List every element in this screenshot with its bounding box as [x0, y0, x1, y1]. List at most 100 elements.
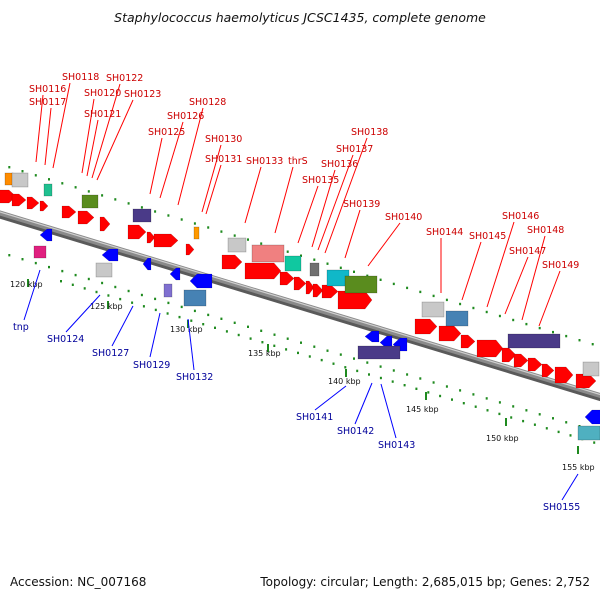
forward-leader-line [311, 169, 336, 248]
accession-text: Accession: NC_007168 [10, 575, 146, 589]
tick-dot [127, 202, 130, 205]
tick-dot [445, 385, 448, 388]
tick-dot [415, 387, 418, 390]
tick-dot [21, 170, 24, 173]
tick-dot [233, 234, 236, 237]
forward-leader-line [35, 94, 44, 163]
tick-dot [498, 314, 501, 318]
forward-feature-block [309, 262, 320, 277]
reverse-gene-arrow [101, 248, 119, 262]
tick-dot [557, 430, 560, 434]
forward-gene-label: SH0128 [189, 97, 226, 108]
forward-feature-block [193, 226, 200, 240]
forward-feature-block [11, 172, 29, 188]
tick-dot [273, 333, 276, 336]
tick-dot [249, 337, 252, 340]
genome-backbone [0, 210, 600, 402]
tick-dot [379, 365, 382, 368]
tick-dot [419, 377, 422, 380]
tick-dot [207, 313, 210, 317]
forward-leader-line [52, 82, 71, 169]
tick-dot [220, 317, 223, 320]
tick-dot [154, 210, 157, 213]
tick-dot [237, 333, 240, 337]
tick-dot [392, 282, 395, 286]
tick-dot [247, 238, 249, 241]
forward-gene-arrow [185, 243, 195, 256]
forward-gene-arrow [321, 284, 339, 299]
forward-feature-block [582, 361, 600, 377]
tick-dot [87, 190, 90, 193]
forward-gene-arrow [26, 196, 40, 210]
tick-dot [459, 389, 462, 392]
forward-gene-arrow [554, 366, 574, 384]
forward-leader-line [297, 185, 319, 244]
forward-feature-block [43, 183, 53, 197]
tick-dot [286, 250, 289, 253]
tick-dot [285, 348, 288, 351]
tick-marks: 120 kbp 125 kbp 130 kbp 135 kbp 140 kbp 145 k… [8, 166, 596, 472]
tick-dot [214, 326, 216, 329]
forward-gene-label: thrS [288, 156, 308, 167]
forward-gene-label: SH0126 [167, 111, 204, 122]
forward-leader-line [177, 107, 204, 206]
tick-dot [485, 310, 488, 314]
tick-dot [167, 214, 170, 217]
reverse-gene-label: SH0142 [337, 426, 374, 437]
tick-dot [498, 401, 501, 404]
tick-dot [34, 261, 37, 265]
tick-dot [225, 330, 228, 333]
reverse-leader-line [187, 318, 195, 371]
tick-label: 140 kbp [328, 377, 361, 386]
forward-feature-block [81, 194, 99, 209]
tick-dot [332, 362, 335, 365]
tick-dot [538, 413, 541, 416]
reverse-gene-label: SH0124 [47, 334, 84, 345]
tick-dot [21, 258, 24, 261]
forward-gene-label: SH0125 [148, 127, 185, 138]
reverse-leader-line [314, 385, 347, 411]
tick-dot [193, 222, 196, 225]
tick-dot [379, 376, 382, 380]
tick-dot [486, 409, 489, 412]
tick-dot [119, 297, 122, 301]
tick-dot [451, 398, 453, 401]
tick-dot [261, 341, 264, 344]
tick-dot [61, 269, 64, 273]
tick-dot [220, 230, 223, 233]
forward-leader-line [244, 166, 262, 224]
tick-dot [353, 270, 355, 273]
tick-dot [127, 289, 130, 293]
tick-dot [406, 286, 409, 290]
forward-gene-arrow [476, 339, 504, 358]
tick-dot [552, 417, 554, 420]
tick-label: 145 kbp [406, 405, 439, 414]
tick-dot [472, 306, 475, 310]
forward-leader-line [486, 221, 515, 308]
forward-gene-arrow [414, 318, 438, 335]
tick-dot [459, 302, 462, 306]
forward-gene-arrow [279, 271, 295, 286]
tick-dot [101, 194, 104, 197]
tick-dot [344, 366, 347, 369]
tick-label: 150 kbp [486, 434, 519, 443]
forward-leader-line [91, 83, 121, 179]
tick-dot [107, 294, 110, 297]
tick-dot [207, 226, 210, 229]
tick-dot [427, 391, 430, 394]
forward-gene-arrow [77, 210, 95, 225]
backbone-line [0, 210, 600, 399]
tick-dot [569, 434, 572, 437]
gene-labels: SH0116 SH0117 SH0118 SH0120 SH0121 SH0122 SH01… [13, 72, 580, 513]
tick-dot [432, 381, 435, 384]
forward-gene-label: SH0123 [124, 89, 161, 100]
forward-feature-block [507, 333, 561, 349]
forward-leader-line [159, 121, 184, 199]
forward-leader-line [86, 119, 99, 177]
forward-feature-block [421, 301, 445, 318]
tick-dot [34, 174, 37, 177]
reverse-feature-block [95, 262, 113, 278]
forward-leader-line [324, 137, 368, 254]
forward-gene-label: SH0145 [469, 231, 506, 242]
reverse-gene-label: SH0127 [92, 348, 129, 359]
